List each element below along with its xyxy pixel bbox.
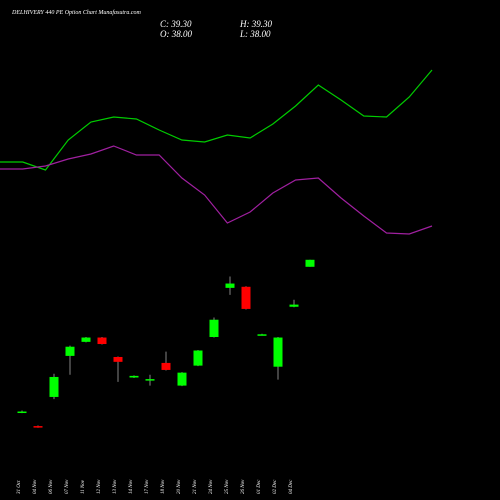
- x-tick-label: 13 Nov: [113, 479, 118, 494]
- candle-body: [113, 356, 123, 362]
- x-tick-label: 14 Nov: [129, 479, 134, 494]
- x-tick-label: 04 Nov: [33, 479, 38, 494]
- candle-body: [97, 337, 107, 345]
- candle-body: [33, 426, 43, 428]
- candle-body: [193, 350, 203, 366]
- candle-body: [241, 286, 251, 309]
- ohlc-label: H: 39.30: [239, 19, 272, 29]
- x-tick-label: 21 Nov: [193, 479, 198, 494]
- candle-body: [305, 259, 315, 267]
- candle-body: [177, 372, 187, 386]
- candle-body: [161, 362, 171, 370]
- ohlc-label: O: 38.00: [160, 29, 192, 39]
- candle-body: [289, 304, 299, 307]
- x-tick-label: 31 Oct: [17, 480, 22, 494]
- x-tick-label: 20 Nov: [177, 479, 182, 494]
- candle-body: [17, 411, 27, 414]
- candle-body: [49, 376, 59, 397]
- candle-body: [65, 346, 75, 356]
- x-tick-label: 01 Dec: [257, 479, 262, 494]
- x-tick-label: 06 Nov: [49, 479, 54, 494]
- overlay-line: [0, 69, 433, 171]
- candle-body: [209, 319, 219, 337]
- x-tick-label: 25 Nov: [225, 479, 230, 494]
- x-tick-label: 18 Nov: [161, 479, 166, 494]
- x-tick-label: 04 Dec: [289, 479, 294, 494]
- x-tick-label: 12 Nov: [97, 479, 102, 494]
- ohlc-label: L: 38.00: [239, 29, 271, 39]
- ohlc-label: C: 39.30: [160, 19, 192, 29]
- x-tick-label: 17 Nov: [145, 479, 150, 494]
- overlay-line: [0, 145, 433, 235]
- candle-body: [225, 283, 235, 288]
- candle-body: [81, 337, 91, 342]
- candle-body: [257, 334, 267, 336]
- x-tick-label: 24 Nov: [209, 479, 214, 494]
- x-tick-label: 11 Nov: [81, 479, 86, 494]
- x-tick-label: 07 Nov: [65, 479, 70, 494]
- x-tick-label: 02 Dec: [273, 479, 278, 494]
- chart-title: DELHIVERY 440 PE Option Chart Munafasutr…: [11, 9, 142, 16]
- candle-body: [273, 337, 283, 367]
- x-tick-label: 26 Nov: [241, 479, 246, 494]
- candle-body: [145, 379, 155, 381]
- candle-body: [129, 375, 139, 378]
